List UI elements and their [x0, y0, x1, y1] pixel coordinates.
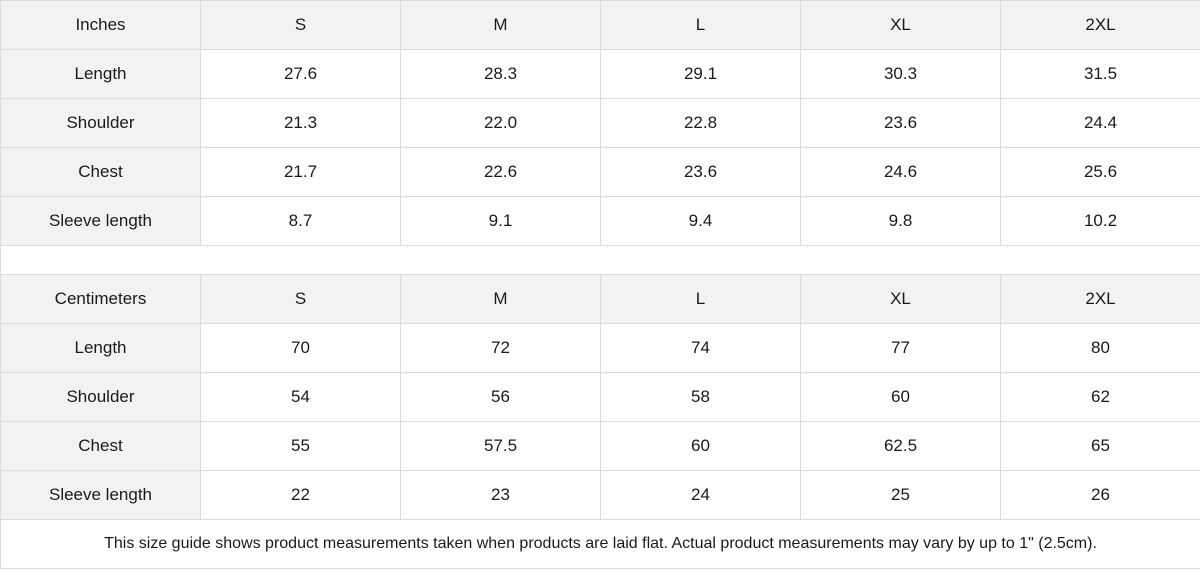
size-header: S: [200, 274, 401, 324]
measurement-cell: 29.1: [600, 49, 801, 99]
size-header: 2XL: [1000, 274, 1200, 324]
size-header: XL: [800, 274, 1001, 324]
measurement-cell: 70: [200, 323, 401, 373]
table-row: Sleeve length 22 23 24 25 26: [0, 470, 1200, 520]
measurement-cell: 22.0: [400, 98, 601, 148]
measurement-cell: 74: [600, 323, 801, 373]
measurement-cell: 10.2: [1000, 196, 1200, 246]
row-label: Shoulder: [0, 372, 201, 422]
measurement-cell: 23.6: [800, 98, 1001, 148]
row-label: Length: [0, 323, 201, 373]
measurement-cell: 31.5: [1000, 49, 1200, 99]
measurement-cell: 60: [800, 372, 1001, 422]
measurement-cell: 24: [600, 470, 801, 520]
measurement-cell: 9.4: [600, 196, 801, 246]
header-row: Inches S M L XL 2XL: [0, 0, 1200, 50]
measurement-cell: 27.6: [200, 49, 401, 99]
measurement-cell: 72: [400, 323, 601, 373]
row-label: Chest: [0, 421, 201, 471]
measurement-cell: 21.3: [200, 98, 401, 148]
row-label: Chest: [0, 147, 201, 197]
measurement-cell: 21.7: [200, 147, 401, 197]
row-label: Sleeve length: [0, 196, 201, 246]
row-label: Shoulder: [0, 98, 201, 148]
measurement-cell: 8.7: [200, 196, 401, 246]
measurement-cell: 57.5: [400, 421, 601, 471]
row-label: Sleeve length: [0, 470, 201, 520]
size-header: XL: [800, 0, 1001, 50]
table-row: Length 27.6 28.3 29.1 30.3 31.5: [0, 49, 1200, 99]
size-guide-note: This size guide shows product measuremen…: [0, 519, 1200, 569]
measurement-cell: 9.1: [400, 196, 601, 246]
measurement-cell: 22.8: [600, 98, 801, 148]
measurement-cell: 25.6: [1000, 147, 1200, 197]
measurement-cell: 77: [800, 323, 1001, 373]
table-row: Length 70 72 74 77 80: [0, 323, 1200, 373]
measurement-cell: 80: [1000, 323, 1200, 373]
size-header: L: [600, 0, 801, 50]
measurement-cell: 9.8: [800, 196, 1001, 246]
measurement-cell: 23: [400, 470, 601, 520]
measurement-cell: 22.6: [400, 147, 601, 197]
measurement-cell: 24.4: [1000, 98, 1200, 148]
measurement-cell: 24.6: [800, 147, 1001, 197]
unit-header: Inches: [0, 0, 201, 50]
measurement-cell: 25: [800, 470, 1001, 520]
row-label: Length: [0, 49, 201, 99]
measurement-cell: 60: [600, 421, 801, 471]
measurement-cell: 26: [1000, 470, 1200, 520]
measurement-cell: 62: [1000, 372, 1200, 422]
measurement-cell: 54: [200, 372, 401, 422]
spacer-cell: [0, 245, 1200, 275]
measurement-cell: 62.5: [800, 421, 1001, 471]
measurement-cell: 23.6: [600, 147, 801, 197]
measurement-cell: 55: [200, 421, 401, 471]
measurement-cell: 28.3: [400, 49, 601, 99]
size-header: S: [200, 0, 401, 50]
size-header: L: [600, 274, 801, 324]
measurement-cell: 58: [600, 372, 801, 422]
unit-header: Centimeters: [0, 274, 201, 324]
table-row: Shoulder 54 56 58 60 62: [0, 372, 1200, 422]
measurement-cell: 65: [1000, 421, 1200, 471]
note-row: This size guide shows product measuremen…: [0, 519, 1200, 569]
table-row: Chest 21.7 22.6 23.6 24.6 25.6: [0, 147, 1200, 197]
size-header: 2XL: [1000, 0, 1200, 50]
table-spacer: [0, 245, 1200, 275]
size-header: M: [400, 0, 601, 50]
measurement-cell: 30.3: [800, 49, 1001, 99]
header-row: Centimeters S M L XL 2XL: [0, 274, 1200, 324]
measurement-cell: 56: [400, 372, 601, 422]
measurement-cell: 22: [200, 470, 401, 520]
table-row: Sleeve length 8.7 9.1 9.4 9.8 10.2: [0, 196, 1200, 246]
table-row: Shoulder 21.3 22.0 22.8 23.6 24.4: [0, 98, 1200, 148]
size-header: M: [400, 274, 601, 324]
table-row: Chest 55 57.5 60 62.5 65: [0, 421, 1200, 471]
